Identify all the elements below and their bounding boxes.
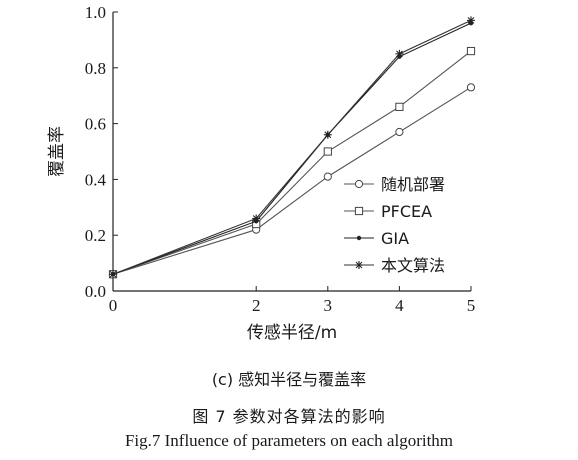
x-tick-label: 4 [395, 296, 404, 315]
data-point [466, 46, 476, 56]
y-tick-label: 0.4 [85, 170, 107, 189]
x-tick-label: 3 [324, 296, 333, 315]
data-point [395, 49, 404, 58]
legend-item: 随机部署 [344, 175, 445, 194]
sub-caption: (c) 感知半径与覆盖率 [211, 370, 367, 389]
legend-label: GIA [381, 229, 409, 248]
y-tick-label: 0.6 [85, 115, 106, 134]
star-stroke [252, 215, 260, 222]
legend-label: 随机部署 [381, 175, 445, 194]
x-tick-label: 2 [252, 296, 261, 315]
legend-marker [354, 206, 364, 216]
legend-item: 本文算法 [344, 256, 445, 275]
figure-caption-chinese: 图 7 参数对各算法的影响 [192, 407, 386, 426]
data-point [323, 147, 332, 156]
series-square [108, 46, 476, 279]
x-tick-label: 0 [109, 296, 118, 315]
legend-label: PFCEA [381, 202, 432, 221]
legend-marker [355, 261, 363, 269]
series-dot [110, 20, 474, 277]
data-point [395, 127, 404, 137]
series-line [112, 50, 472, 275]
data-point [467, 16, 475, 25]
data-point [109, 270, 117, 279]
data-point [395, 102, 404, 111]
y-tick-label: 0.8 [85, 59, 106, 78]
series-line [112, 19, 472, 275]
y-tick-label: 0.2 [85, 226, 106, 245]
data-point [466, 83, 476, 92]
y-tick-label: 1.0 [85, 3, 106, 22]
figure-caption-english: Fig.7 Influence of parameters on each al… [124, 431, 454, 450]
star-stroke [467, 17, 475, 24]
y-tick-label: 0.0 [85, 282, 106, 301]
series-star [109, 16, 475, 279]
legend-item: PFCEA [344, 202, 432, 221]
star-stroke [324, 131, 332, 139]
x-axis-label: 传感半径/m [247, 323, 337, 343]
data-point [323, 172, 332, 181]
legend: 随机部署 PFCEA GIA 本文算法 [344, 175, 445, 275]
data-point [252, 214, 261, 223]
legend-marker [354, 179, 364, 189]
legend-label: 本文算法 [381, 256, 445, 275]
legend-marker [356, 235, 362, 241]
series-line [112, 22, 472, 275]
legend-item: GIA [344, 229, 409, 248]
y-axis-label: 覆盖率 [47, 126, 67, 177]
star-stroke [355, 261, 363, 269]
star-stroke [109, 270, 117, 278]
data-point [323, 130, 332, 139]
star-stroke [396, 50, 403, 58]
x-tick-label: 5 [467, 296, 476, 315]
